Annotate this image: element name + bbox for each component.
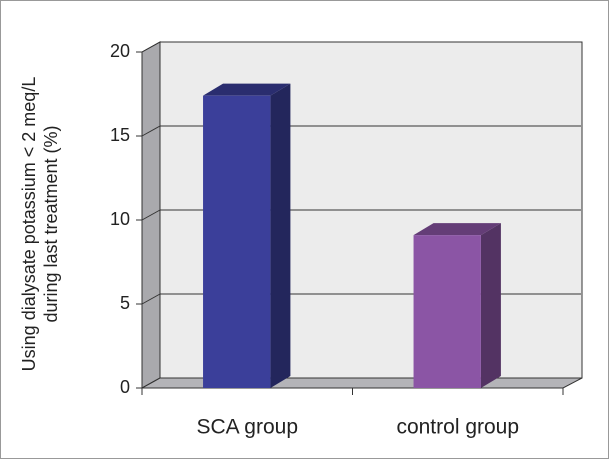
grid-line-side (141, 293, 161, 305)
y-tick-label: 10 (110, 209, 130, 229)
y-tick-label: 5 (120, 293, 130, 313)
bar (413, 235, 481, 388)
bar-side (480, 223, 501, 388)
bar-top (413, 223, 501, 236)
grid-line-side (141, 41, 161, 53)
y-tick-label: 20 (110, 41, 130, 61)
y-tick-label: 15 (110, 125, 130, 145)
y-axis-label-line: during last treatment (%) (41, 125, 61, 322)
x-tick-label: SCA group (196, 416, 298, 439)
grid-line-side (141, 209, 161, 221)
y-axis-label-line: Using dialysate potassium < 2 meq/L (19, 77, 39, 372)
grid-line-side (141, 377, 161, 389)
bar (203, 95, 271, 389)
grid-line-side (141, 125, 161, 137)
y-axis-label: Using dialysate potassium < 2 meq/L duri… (19, 77, 61, 372)
x-tick-label: control group (396, 416, 519, 439)
y-tick-label: 0 (120, 377, 130, 397)
bar-top (203, 83, 291, 96)
bar-side (270, 83, 291, 389)
